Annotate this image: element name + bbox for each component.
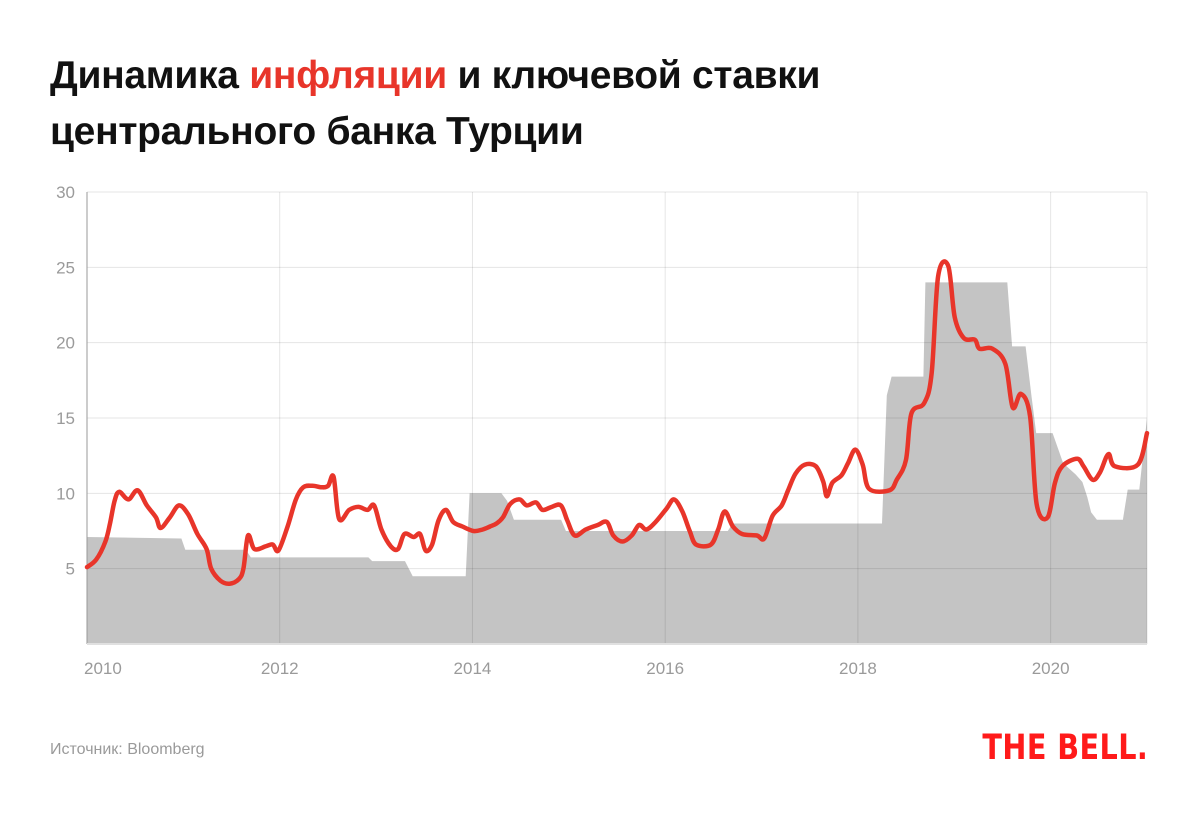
policy-rate-area-layer (87, 282, 1147, 644)
x-tick-label: 2020 (1032, 659, 1070, 678)
x-tick-label: 2012 (261, 659, 299, 678)
chart-title: Динамика инфляции и ключевой ставки цент… (50, 48, 820, 160)
policy-rate-area (87, 282, 1147, 644)
x-tick-label: 2014 (454, 659, 492, 678)
grid-layer (86, 191, 1148, 645)
y-tick-label: 25 (56, 258, 75, 277)
tick-layer: 5 10 15 20 25 30 2010 2012 2014 2016 2018 2020 (56, 183, 1069, 678)
x-tick-label: 2016 (646, 659, 684, 678)
y-tick-label: 15 (56, 409, 75, 428)
title-highlight: инфляции (249, 54, 447, 97)
source-note: Источник: Bloomberg (50, 741, 205, 758)
y-tick-label: 5 (66, 560, 75, 579)
title-line2: центрального банка Турции (50, 110, 584, 153)
inflation-line-layer (84, 259, 1150, 587)
inflation-line (84, 259, 1150, 587)
title-part1: Динамика (50, 54, 250, 97)
the-bell-logo: THE BELL. (982, 728, 1148, 768)
x-tick-label: 2018 (839, 659, 877, 678)
y-tick-label: 30 (56, 183, 75, 202)
y-tick-label: 10 (56, 484, 75, 503)
title-part2: и ключевой ставки (446, 54, 821, 97)
x-tick-label: 2010 (84, 659, 122, 678)
y-tick-label: 20 (56, 334, 75, 353)
